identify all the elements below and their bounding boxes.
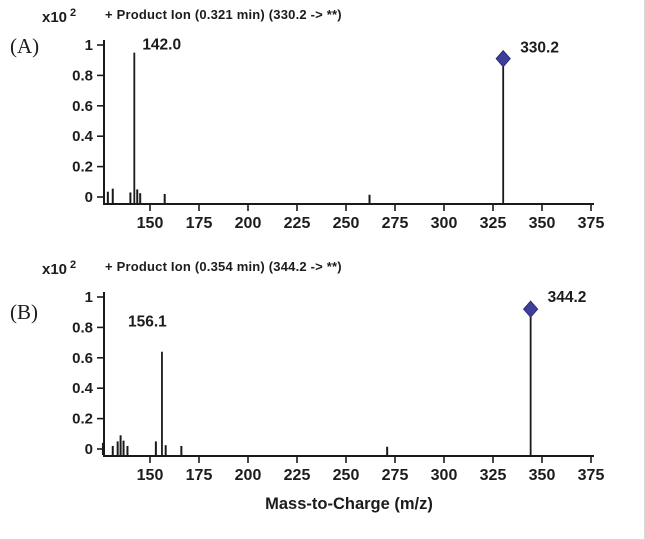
peak-label: 344.2 (548, 289, 587, 306)
x-axis-title: Mass-to-Charge (m/z) (265, 495, 433, 513)
y-tick-label: 0.8 (72, 319, 93, 336)
y-tick-label: 0.6 (72, 350, 93, 367)
y-tick-label: 1 (85, 37, 93, 54)
x-tick-label: 250 (333, 215, 360, 232)
precursor-diamond-marker (495, 49, 511, 68)
precursor-diamond-marker (522, 300, 539, 318)
x-tick-label: 300 (431, 467, 458, 484)
y-tick-label: 0 (85, 441, 93, 458)
y-tick-label: 0.4 (72, 380, 94, 397)
y-tick-label: 0.2 (72, 159, 93, 176)
x-tick-label: 325 (480, 215, 507, 232)
x-tick-label: 250 (333, 467, 360, 484)
axes (103, 292, 594, 457)
x-tick-label: 150 (137, 215, 164, 232)
panel-b-spectrum-chart: 0 0.2 0.4 0.6 0.8 1 150 175 200 225 250 275 300 325 35… (72, 289, 605, 484)
panel-b-title: + Product Ion (0.354 min) (344.2 -> **) (105, 259, 342, 274)
panel-a: (A) x10 2 + Product Ion (0.321 min) (330.… (0, 0, 644, 240)
x-tick-label: 350 (529, 467, 556, 484)
y-scale-exponent: 2 (70, 7, 77, 19)
x-tick-label: 375 (578, 467, 605, 484)
y-tick-label: 0.4 (72, 128, 94, 145)
peak-label: 330.2 (520, 40, 559, 57)
x-tick-label: 175 (186, 215, 213, 232)
panel-b-label: (B) (10, 300, 38, 324)
x-tick-label: 175 (186, 467, 213, 484)
panel-b-y-scale: x10 2 (42, 258, 76, 277)
y-tick-label: 0.6 (72, 98, 93, 115)
panel-a-label: (A) (10, 34, 40, 58)
x-tick-label: 150 (137, 467, 164, 484)
y-tick-label: 1 (85, 289, 93, 306)
y-tick-label: 0.8 (72, 67, 93, 84)
axes (103, 40, 594, 205)
panel-a-spectrum-chart: 0 0.2 0.4 0.6 0.8 1 150 175 200 225 250 275 300 325 35… (72, 37, 605, 232)
x-tick-label: 225 (284, 215, 311, 232)
x-tick-label: 350 (529, 215, 556, 232)
y-scale-base: x10 (42, 9, 68, 26)
peak-label: 142.0 (142, 37, 181, 54)
panel-a-title: + Product Ion (0.321 min) (330.2 -> **) (105, 7, 342, 22)
x-tick-label: 200 (235, 467, 262, 484)
x-tick-label: 200 (235, 215, 262, 232)
x-tick-label: 325 (480, 467, 507, 484)
x-tick-label: 275 (382, 215, 409, 232)
y-scale-base: x10 (42, 261, 68, 278)
x-tick-label: 300 (431, 215, 458, 232)
panel-a-y-scale: x10 2 (42, 6, 76, 25)
y-tick-label: 0 (85, 189, 93, 206)
panel-b: (B) x10 2 + Product Ion (0.354 min) (344.… (0, 252, 644, 492)
x-tick-label: 375 (578, 215, 605, 232)
peak-label: 156.1 (128, 314, 167, 331)
y-scale-exponent: 2 (70, 259, 77, 271)
x-tick-label: 225 (284, 467, 311, 484)
y-tick-label: 0.2 (72, 411, 93, 428)
x-tick-label: 275 (382, 467, 409, 484)
